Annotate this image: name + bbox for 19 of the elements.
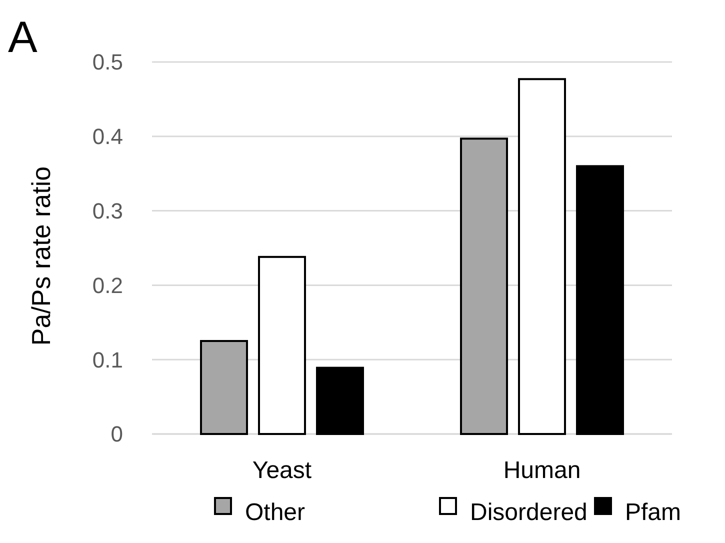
bar <box>316 366 364 435</box>
bar <box>460 138 508 435</box>
y-tick-label: 0.5 <box>92 50 123 75</box>
text: A <box>8 13 38 62</box>
bar <box>200 340 248 435</box>
bar <box>258 256 306 435</box>
y-tick-label: 0.3 <box>92 198 123 224</box>
y-axis-title: Pa/Ps rate ratio <box>26 166 56 346</box>
x-tick-label: Yeast <box>252 457 312 484</box>
bar <box>576 165 624 435</box>
y-tick-label: 0 <box>110 422 123 447</box>
y-tick-label: 0.4 <box>92 124 123 150</box>
legend-label: Disordered <box>470 499 588 526</box>
bar <box>518 78 566 435</box>
y-tick-label: 0.1 <box>92 347 123 372</box>
x-tick-label: Human <box>503 457 581 484</box>
legend-label: Pfam <box>625 499 682 526</box>
legend-label: Other <box>245 499 306 526</box>
y-tick-label: 0.2 <box>92 272 123 298</box>
